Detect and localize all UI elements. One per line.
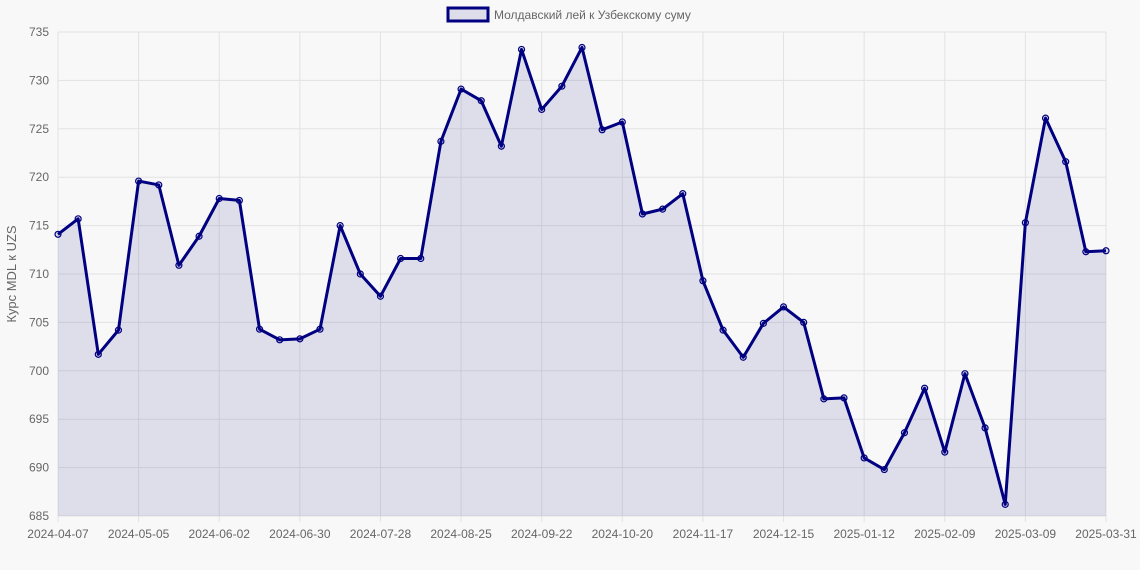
- data-point: [880, 465, 888, 474]
- data-point: [376, 292, 385, 300]
- x-axis-ticks: 2024-04-07 2024-05-05 2024-06-02 2024-06-30…: [27, 527, 1137, 541]
- y-tick-label: 705: [29, 315, 49, 329]
- data-point: [779, 303, 788, 311]
- data-point: [840, 394, 848, 402]
- data-point: [135, 177, 143, 185]
- x-tick-label: 2024-08-25: [430, 527, 492, 541]
- x-tick-label: 2024-04-07: [27, 527, 89, 541]
- y-axis-ticks: 685 690 695 700 705 710 715 720 725 730 735: [29, 25, 49, 523]
- data-point: [1062, 158, 1070, 166]
- data-point: [437, 137, 445, 145]
- y-tick-label: 695: [29, 412, 49, 426]
- data-point: [316, 325, 324, 333]
- data-point: [941, 448, 949, 456]
- series-path: [57, 45, 1107, 506]
- legend-label: Молдавский лей к Узбекскому суму: [494, 8, 691, 22]
- data-point: [578, 43, 586, 52]
- data-point: [719, 326, 727, 334]
- data-point: [538, 105, 546, 114]
- data-point: [155, 181, 163, 189]
- area-fill: [58, 47, 1106, 517]
- data-point: [74, 215, 82, 223]
- data-point: [336, 222, 344, 230]
- data-point: [618, 118, 626, 126]
- y-tick-label: 685: [29, 509, 49, 523]
- x-tick-label: 2024-07-28: [350, 527, 412, 541]
- y-tick-label: 710: [29, 267, 49, 281]
- x-tick-label: 2025-02-09: [914, 527, 976, 541]
- x-tick-label: 2025-03-31: [1075, 527, 1137, 541]
- data-point: [195, 232, 203, 240]
- x-tick-label: 2024-09-22: [511, 527, 573, 541]
- data-point: [638, 210, 647, 218]
- data-point: [558, 82, 566, 90]
- data-point: [1082, 248, 1090, 256]
- data-point: [276, 336, 284, 344]
- data-point: [921, 384, 929, 392]
- data-point: [1001, 500, 1009, 508]
- data-point: [679, 190, 687, 198]
- data-point: [477, 97, 485, 105]
- data-point: [215, 194, 223, 203]
- x-tick-label: 2024-10-20: [592, 527, 654, 541]
- data-point: [175, 261, 183, 269]
- data-point: [356, 270, 364, 278]
- data-point: [800, 318, 808, 326]
- data-point: [114, 326, 123, 334]
- data-point: [961, 370, 969, 378]
- data-point: [417, 254, 425, 263]
- y-tick-label: 700: [29, 364, 49, 378]
- data-point: [900, 429, 909, 437]
- data-point: [497, 142, 505, 150]
- data-point: [659, 205, 667, 213]
- data-point: [981, 424, 989, 432]
- legend-swatch: [446, 6, 490, 23]
- legend[interactable]: Молдавский лей к Узбекскому суму: [446, 6, 691, 23]
- y-tick-label: 725: [29, 122, 49, 136]
- y-tick-label: 735: [29, 25, 49, 39]
- data-point: [759, 319, 767, 327]
- data-point: [598, 126, 606, 134]
- x-tick-label: 2025-01-12: [833, 527, 895, 541]
- y-tick-label: 715: [29, 219, 49, 233]
- data-point: [255, 325, 264, 333]
- data-points: [54, 43, 1110, 508]
- y-tick-label: 720: [29, 170, 49, 184]
- data-point: [94, 350, 102, 358]
- series-line: [57, 45, 1107, 506]
- data-point: [820, 395, 828, 403]
- x-tick-label: 2024-11-17: [673, 527, 734, 541]
- data-point: [235, 196, 243, 205]
- data-point: [457, 85, 465, 93]
- x-tick-label: 2024-06-30: [269, 527, 331, 541]
- data-point: [860, 454, 868, 462]
- data-point: [397, 254, 405, 263]
- data-point: [517, 45, 526, 54]
- x-tick-label: 2024-06-02: [189, 527, 251, 541]
- x-tick-label: 2025-03-09: [995, 527, 1057, 541]
- data-point: [739, 353, 747, 361]
- y-axis-title: Курс MDL к UZS: [4, 225, 19, 322]
- series-area: [58, 47, 1106, 517]
- data-point: [1102, 247, 1110, 255]
- data-point: [699, 277, 707, 285]
- x-tick-label: 2024-05-05: [108, 527, 170, 541]
- grid: [57, 31, 1107, 522]
- data-point: [54, 230, 62, 238]
- y-tick-label: 730: [29, 73, 49, 87]
- x-tick-label: 2024-12-15: [753, 527, 815, 541]
- data-point: [296, 335, 304, 343]
- data-point: [1021, 219, 1029, 227]
- data-point: [1041, 114, 1050, 122]
- y-tick-label: 690: [29, 461, 49, 475]
